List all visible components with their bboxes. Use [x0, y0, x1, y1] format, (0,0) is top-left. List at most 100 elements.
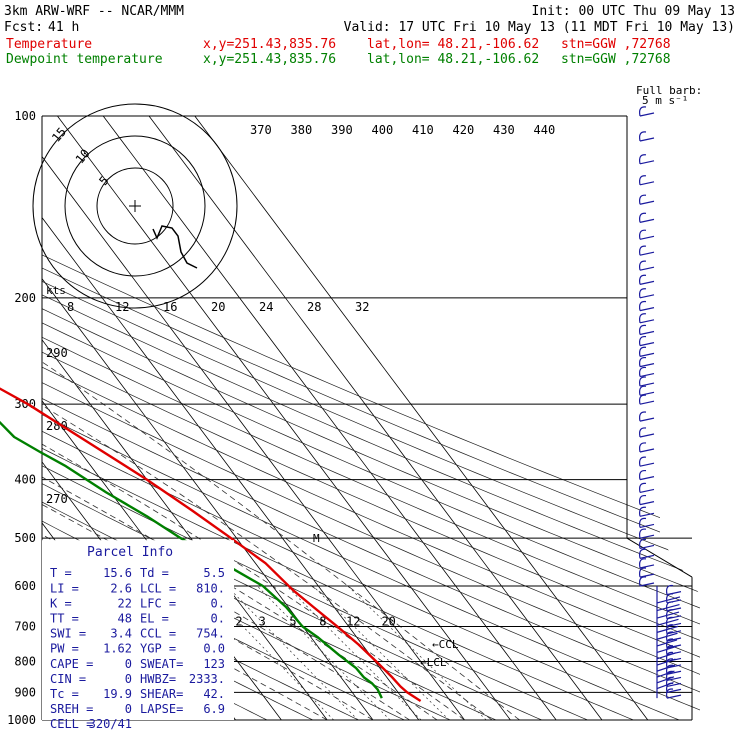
- barb-flag: [666, 609, 674, 619]
- sounding-series: [0, 387, 422, 703]
- parcel-cell: 123: [203, 657, 225, 671]
- barb-flag: [639, 427, 647, 438]
- barb-flag: [666, 601, 674, 612]
- parcel-cell: 42.: [203, 687, 225, 701]
- wind-barb: [639, 482, 655, 494]
- isotherm-line: [42, 116, 465, 720]
- barb-flag: [639, 154, 647, 164]
- theta-e-label: 270: [46, 492, 68, 506]
- parcel-cell: TT =: [50, 611, 79, 625]
- barb-staff: [639, 582, 655, 587]
- fcst-value: 41 h: [48, 20, 79, 35]
- isotherm-line: [57, 116, 511, 720]
- lower-wind-barb: [656, 632, 678, 640]
- barb-flag: [639, 324, 647, 335]
- wind-barb: [639, 106, 655, 117]
- wind-barb: [666, 616, 682, 628]
- right-frame-diagonal: [626, 537, 693, 578]
- isotherm-line: [0, 116, 7, 720]
- barb-staff: [639, 564, 655, 569]
- dry-adiabat: [42, 116, 700, 720]
- parcel-cell: CAPE =: [50, 657, 93, 671]
- barb-staff: [639, 266, 655, 271]
- lower-wind-barb: [656, 611, 680, 619]
- theta-e-label: 280: [46, 419, 68, 433]
- barb-staff: [639, 476, 655, 481]
- wind-barb: [639, 300, 655, 312]
- barb-flag: [639, 576, 647, 587]
- hodo-speed-label: 8: [67, 300, 74, 314]
- barb-staff: [639, 573, 655, 578]
- dry-adiabat: [42, 116, 700, 720]
- barb-flag: [639, 442, 647, 453]
- barb-flag: [639, 482, 647, 493]
- lower-wind-barb: [656, 618, 679, 626]
- ccl-label: CCL: [439, 638, 459, 651]
- barb-staff: [639, 160, 655, 165]
- isotherm-line: [42, 116, 420, 720]
- barb-flag: [666, 658, 674, 669]
- isotherm-line: [194, 116, 649, 720]
- barb-staff: [639, 330, 655, 336]
- parcel-cell: 0.: [211, 596, 225, 610]
- parcel-cell: 0.: [211, 611, 225, 625]
- barb-flag: [639, 469, 647, 480]
- barb-flag: [639, 385, 647, 396]
- theta-label: 420: [453, 123, 475, 137]
- barb-flag: [639, 548, 647, 559]
- parcel-cell: SWEAT=: [140, 657, 183, 671]
- temperature-legend-xy: x,y=251.43,835.76: [203, 37, 336, 52]
- barb-staff: [639, 501, 655, 506]
- wind-barb: [639, 313, 655, 324]
- barb-legend-line1: Full barb:: [636, 84, 702, 97]
- parcel-cell: SHEAR=: [140, 687, 183, 701]
- parcel-cell: EL =: [140, 611, 169, 625]
- theta-label: 440: [534, 123, 556, 137]
- parcel-cell: SWI =: [50, 627, 86, 641]
- dry-adiabat: [42, 116, 700, 720]
- dry-adiabat: [42, 116, 700, 720]
- dewpoint-profile: [0, 420, 383, 699]
- parcel-panel-bg: [42, 540, 234, 720]
- wind-barb: [639, 494, 655, 506]
- wind-barb: [639, 538, 655, 550]
- lower-wind-barb: [656, 645, 677, 654]
- barb-staff: [639, 294, 655, 299]
- barb-flag: [639, 212, 647, 223]
- barb-flag: [639, 300, 647, 311]
- lcl-label: LCL: [427, 656, 447, 669]
- barb-staff: [639, 181, 655, 186]
- parcel-cell: SREH =: [50, 702, 93, 716]
- barb-staff: [666, 622, 682, 628]
- barb-staff: [639, 400, 655, 405]
- wind-barb: [666, 584, 682, 596]
- lower-wind-barb: [656, 658, 676, 666]
- barb-staff: [639, 372, 655, 378]
- wind-barb: [639, 442, 655, 453]
- parcel-cell: T =: [50, 566, 72, 580]
- barb-staff: [639, 137, 655, 142]
- dry-adiabat: [42, 116, 700, 720]
- parcel-cell: 0.0: [203, 642, 225, 656]
- barb-staff: [639, 382, 655, 387]
- mixing-ratio-label: 2: [235, 615, 242, 629]
- dry-adiabat: [42, 116, 700, 720]
- storm-motion-marker: M: [313, 532, 320, 545]
- barb-staff: [639, 462, 655, 467]
- dry-adiabat: [42, 116, 700, 720]
- dry-adiabat: [42, 116, 700, 720]
- wind-barb: [639, 385, 655, 396]
- lower-wind-barb: [656, 664, 676, 672]
- wind-barb: [666, 638, 682, 649]
- barb-flag: [639, 274, 647, 285]
- barb-flag: [666, 616, 674, 627]
- mixing-ratio-label: 12: [346, 615, 360, 629]
- wind-barb: [639, 576, 655, 587]
- barb-flag: [639, 356, 647, 367]
- parcel-cell: CIN =: [50, 672, 86, 686]
- mixing-ratio-label: 3: [259, 615, 266, 629]
- wind-barb: [639, 274, 655, 285]
- theta-label: 370: [250, 123, 272, 137]
- parcel-cell: CCL =: [140, 627, 176, 641]
